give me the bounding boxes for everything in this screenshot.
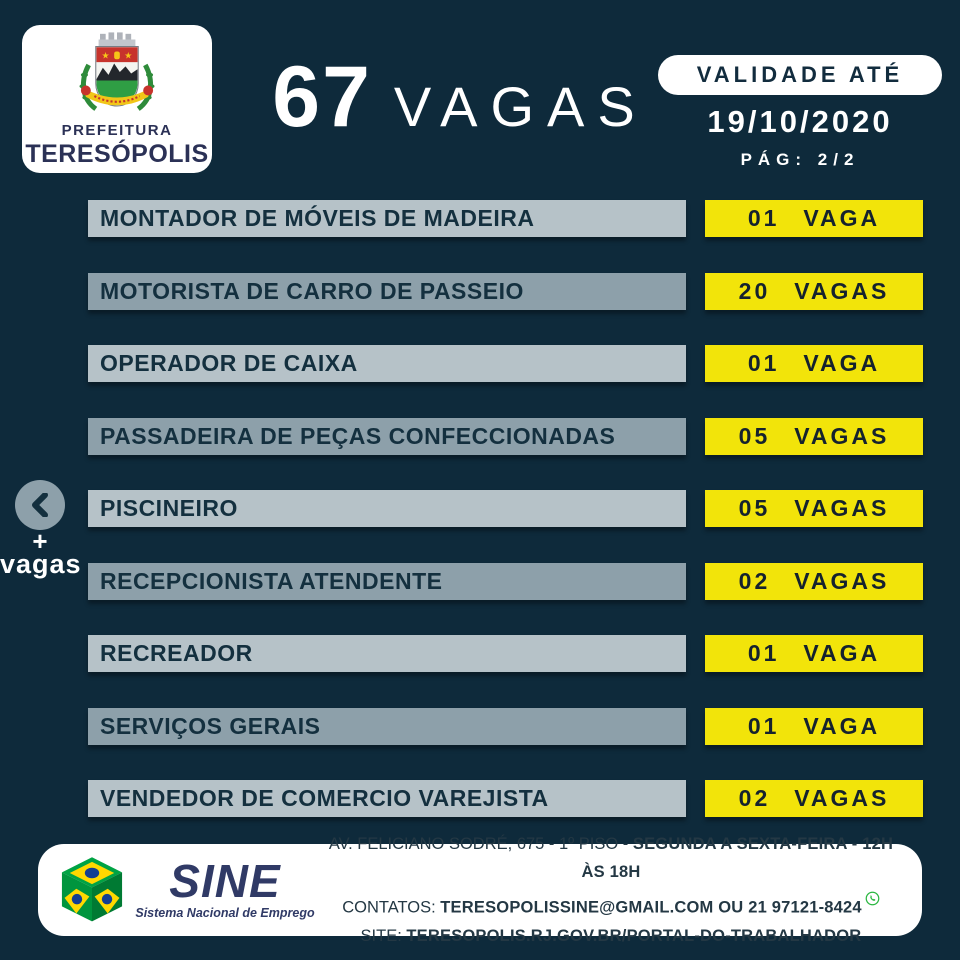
job-title-bar: SERVIÇOS GERAIS: [88, 707, 686, 745]
job-unit: VAGA: [803, 712, 881, 739]
job-count-badge: 02 VAGAS: [705, 780, 923, 817]
job-title-bar: OPERADOR DE CAIXA: [88, 345, 686, 382]
job-unit: VAGA: [803, 640, 881, 666]
job-title-bar: RECREADOR: [88, 635, 686, 672]
sine-subtitle: Sistema Nacional de Emprego: [135, 905, 315, 920]
job-count-badge: 01 VAGA: [705, 635, 923, 672]
job-unit: VAGAS: [794, 495, 890, 521]
validity-date: 19/10/2020: [707, 104, 893, 139]
svg-text:★: ★: [124, 51, 132, 61]
job-title: VENDEDOR DE COMERCIO VAREJISTA: [100, 785, 549, 811]
job-count: 20: [738, 277, 771, 304]
job-row: OPERADOR DE CAIXA 01 VAGA: [0, 345, 960, 382]
sine-wordmark: SINE Sistema Nacional de Emprego: [135, 855, 315, 920]
chevron-left-icon: [32, 493, 48, 517]
job-title: PISCINEIRO: [100, 495, 238, 521]
job-row: MOTORISTA DE CARRO DE PASSEIO 20 VAGAS: [0, 272, 960, 310]
job-title: OPERADOR DE CAIXA: [100, 350, 358, 376]
job-unit: VAGAS: [794, 567, 890, 594]
job-row: PASSADEIRA DE PEÇAS CONFECCIONADAS 05 VA…: [0, 417, 960, 455]
vacancy-count-label: VAGAS: [393, 75, 648, 138]
footer-contacts-line: CONTATOS: TERESOPOLISSINE@GMAIL.COM OU 2…: [318, 887, 904, 922]
job-title: MONTADOR DE MÓVEIS DE MADEIRA: [100, 205, 535, 231]
whatsapp-icon: [865, 887, 880, 915]
more-vagas-label: vagas: [0, 549, 82, 579]
job-unit: VAGA: [803, 350, 881, 376]
logo-text-prefeitura: PREFEITURA: [61, 122, 173, 139]
sine-cube-icon: [62, 857, 123, 922]
job-title-bar: VENDEDOR DE COMERCIO VAREJISTA: [88, 780, 686, 817]
job-count: 01: [747, 640, 780, 666]
job-count-badge: 05 VAGAS: [705, 490, 923, 527]
sine-name: SINE: [169, 855, 281, 908]
job-title: SERVIÇOS GERAIS: [100, 712, 321, 739]
job-count-badge: 01 VAGA: [705, 707, 923, 745]
validity-pill: VALIDADE ATÉ: [658, 55, 942, 95]
job-row: RECREADOR 01 VAGA: [0, 635, 960, 672]
job-count-badge: 01 VAGA: [705, 200, 923, 237]
job-row: PISCINEIRO 05 VAGAS: [0, 490, 960, 527]
more-vagas-plus: +: [32, 526, 48, 556]
job-title: PASSADEIRA DE PEÇAS CONFECCIONADAS: [100, 422, 616, 449]
job-title-bar: RECEPCIONISTA ATENDENTE: [88, 562, 686, 600]
job-list: MONTADOR DE MÓVEIS DE MADEIRA 01 VAGA MO…: [0, 200, 960, 817]
validity-label: VALIDADE ATÉ: [696, 62, 904, 87]
footer-address-line: AV. FELICIANO SODRÉ, 675 - 1º PISO - SEG…: [328, 835, 894, 882]
job-unit: VAGAS: [794, 422, 890, 449]
logo-text-teresopolis: TERESÓPOLIS: [25, 139, 209, 168]
validity-block: VALIDADE ATÉ 19/10/2020 PÁG: 2/2: [658, 55, 942, 170]
job-title-bar: MOTORISTA DE CARRO DE PASSEIO: [88, 272, 686, 310]
footer-site-line: SITE: TERESOPOLIS.RJ.GOV.BR/PORTAL-DO-TR…: [360, 926, 862, 945]
job-count: 01: [747, 350, 780, 376]
job-count-badge: 02 VAGAS: [705, 562, 923, 600]
prefeitura-logo-card: ★ ★ PREFEITURA TERESÓPOLIS: [22, 25, 212, 173]
footer-contact-info: AV. FELICIANO SODRÉ, 675 - 1º PISO - SEG…: [318, 830, 904, 950]
job-row: VENDEDOR DE COMERCIO VAREJISTA 02 VAGAS: [0, 780, 960, 817]
job-title-bar: PISCINEIRO: [88, 490, 686, 527]
job-count: 05: [738, 422, 771, 449]
job-unit: VAGA: [803, 205, 881, 231]
job-row: MONTADOR DE MÓVEIS DE MADEIRA 01 VAGA: [0, 200, 960, 237]
job-title: MOTORISTA DE CARRO DE PASSEIO: [100, 277, 524, 304]
job-count-badge: 20 VAGAS: [705, 272, 923, 310]
job-title: RECEPCIONISTA ATENDENTE: [100, 567, 443, 594]
teresopolis-coat-of-arms-icon: ★ ★: [79, 32, 155, 111]
job-title: RECREADOR: [100, 640, 253, 666]
job-title-bar: PASSADEIRA DE PEÇAS CONFECCIONADAS: [88, 417, 686, 455]
vacancy-count-heading: 67 VAGAS: [270, 50, 650, 145]
job-row: RECEPCIONISTA ATENDENTE 02 VAGAS: [0, 562, 960, 600]
job-count-badge: 05 VAGAS: [705, 417, 923, 455]
job-count: 01: [747, 205, 780, 231]
page-indicator: PÁG: 2/2: [740, 150, 860, 169]
job-count: 02: [738, 567, 771, 594]
job-count: 01: [747, 712, 780, 739]
svg-text:★: ★: [102, 51, 110, 61]
job-row: SERVIÇOS GERAIS 01 VAGA: [0, 707, 960, 745]
job-count: 02: [738, 785, 771, 811]
vacancy-count-number: 67: [272, 49, 372, 145]
footer-card: SINE Sistema Nacional de Emprego AV. FEL…: [38, 835, 922, 945]
job-unit: VAGAS: [794, 785, 890, 811]
job-count-badge: 01 VAGA: [705, 345, 923, 382]
job-count: 05: [738, 495, 771, 521]
job-title-bar: MONTADOR DE MÓVEIS DE MADEIRA: [88, 200, 686, 237]
job-unit: VAGAS: [794, 277, 890, 304]
previous-page-button[interactable]: [15, 480, 65, 530]
sine-logo: SINE Sistema Nacional de Emprego: [56, 856, 318, 924]
